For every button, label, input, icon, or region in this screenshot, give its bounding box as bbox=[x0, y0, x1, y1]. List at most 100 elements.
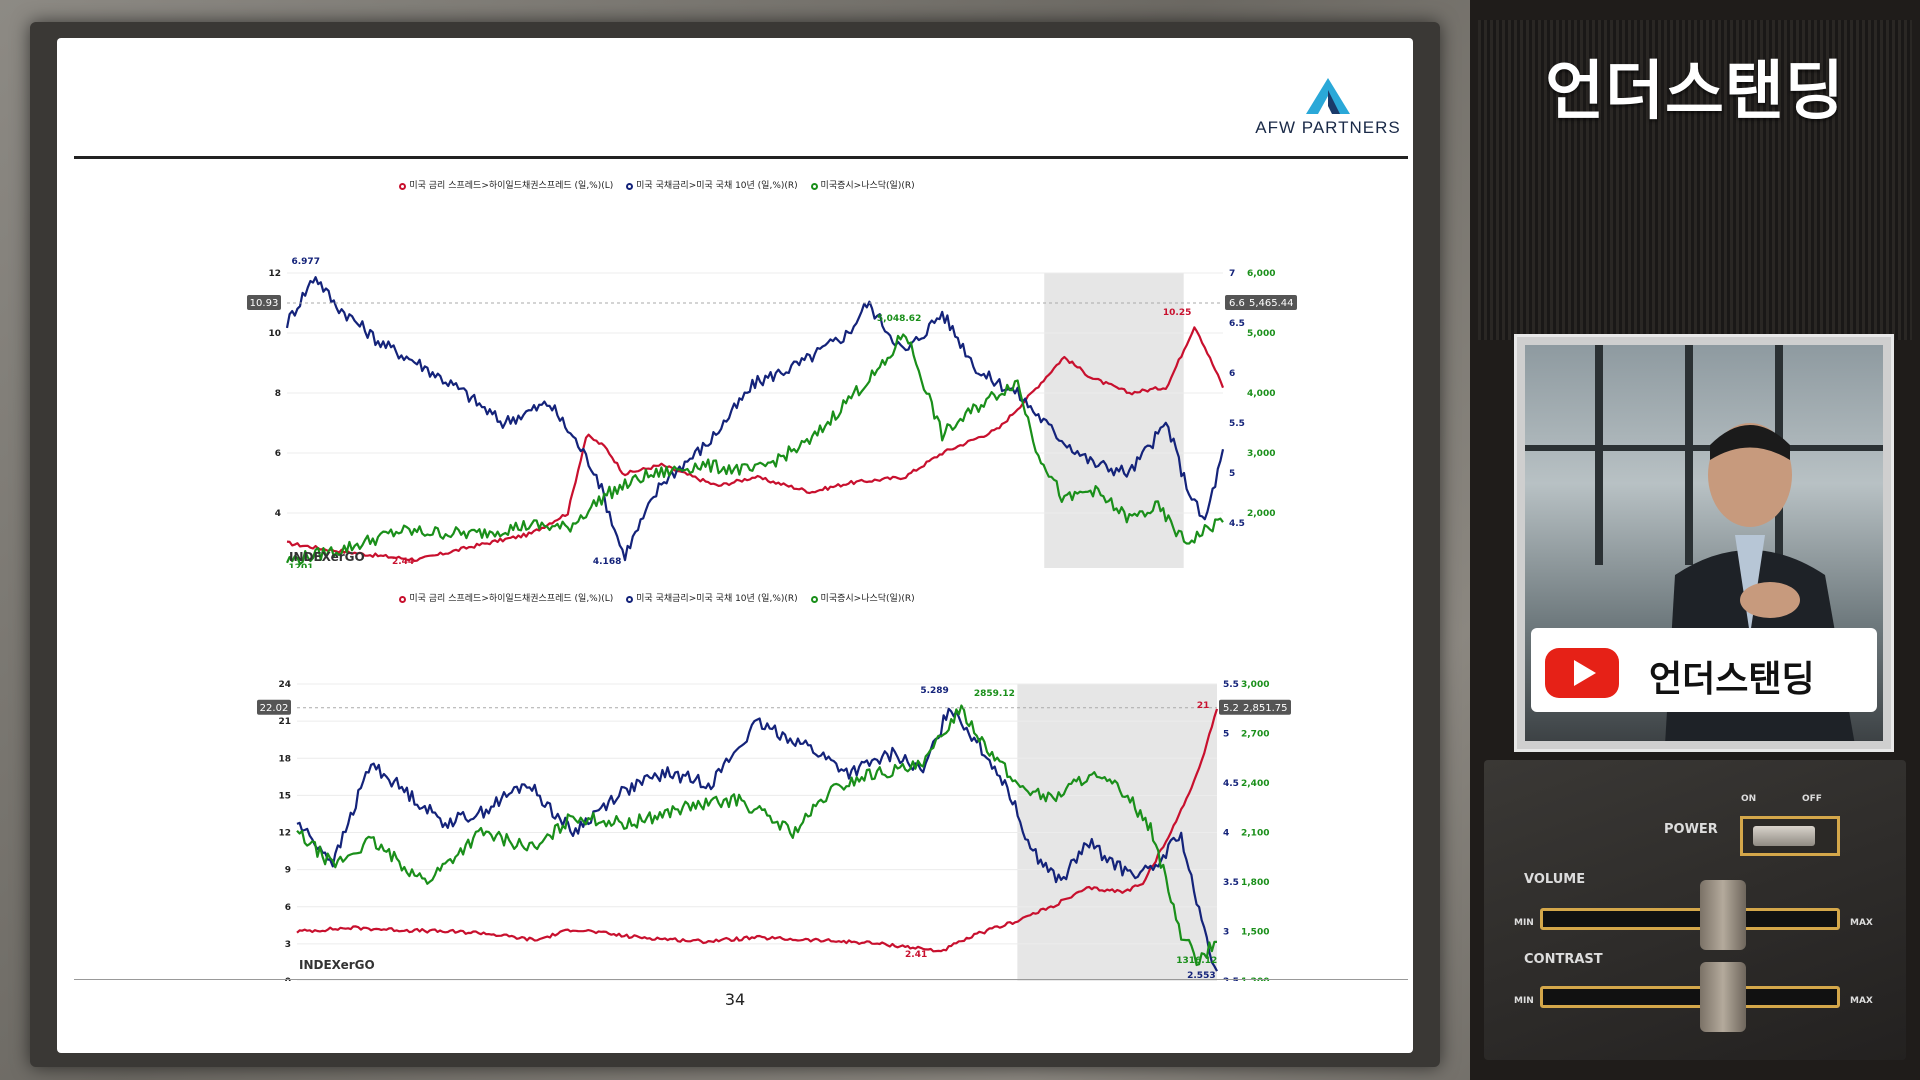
right-tick-label: 3,000 bbox=[1247, 449, 1275, 459]
right-tick-label: 2,700 bbox=[1241, 730, 1269, 740]
volume-slider bbox=[1700, 880, 1746, 950]
contrast-min-label: MIN bbox=[1514, 996, 1534, 1006]
left-tick-label: 15 bbox=[278, 791, 291, 801]
youtube-play-icon bbox=[1545, 648, 1619, 698]
left-tick-label: 9 bbox=[285, 866, 291, 876]
power-on-label: ON bbox=[1741, 794, 1757, 804]
annotation-label: 21 bbox=[1197, 701, 1210, 711]
right-tick-label: 4,000 bbox=[1247, 389, 1275, 399]
annotation-label: 1201 bbox=[289, 563, 314, 568]
crosshair-right-badge bbox=[1225, 295, 1297, 310]
legend-label: 미국증시>나스닥(일)(R) bbox=[820, 594, 915, 604]
spread-series-line bbox=[286, 326, 1225, 562]
right-tick-label: 4 bbox=[1223, 829, 1229, 839]
channel-name: 언더스탠딩 bbox=[1649, 659, 1815, 700]
watermark: INDEXerGO bbox=[299, 958, 375, 972]
chart-2004-2008: 미국 금리 스프레드>하이일드채권스프레드 (일,%)(L) 미국 국채금리>미… bbox=[157, 591, 1307, 981]
right-tick-label: 5 bbox=[1223, 730, 1229, 740]
crosshair-right2-label: 2,851.75 bbox=[1243, 703, 1288, 714]
contrast-slider bbox=[1700, 962, 1746, 1032]
left-tick-label: 6 bbox=[275, 449, 281, 459]
afw-logo-icon bbox=[1306, 78, 1350, 114]
power-toggle bbox=[1753, 826, 1815, 846]
legend-item-nasdaq: 미국증시>나스닥(일)(R) bbox=[810, 591, 915, 604]
legend-label: 미국 금리 스프레드>하이일드채권스프레드 (일,%)(L) bbox=[409, 181, 614, 191]
nasdaq-series-line bbox=[296, 704, 1217, 967]
annotation-label: 1316.12 bbox=[1176, 956, 1217, 966]
legend-label: 미국 국채금리>미국 국채 10년 (일,%)(R) bbox=[636, 181, 798, 191]
left-tick-label: 3 bbox=[285, 940, 291, 950]
right-tick-label: 2,400 bbox=[1241, 779, 1269, 789]
chart-1997-2001: 미국 금리 스프레드>하이일드채권스프레드 (일,%)(L) 미국 국채금리>미… bbox=[157, 178, 1307, 568]
watermark: INDEXerGO bbox=[289, 550, 365, 564]
power-off-label: OFF bbox=[1802, 794, 1822, 804]
right-tick-label: 5.5 bbox=[1229, 419, 1245, 429]
chart-2-plot: 036912151821242.533.544.555.51,2001,5001… bbox=[257, 680, 1291, 981]
webcam-frame: 언더스탠딩 bbox=[1514, 334, 1894, 752]
left-tick-label: 10 bbox=[268, 329, 281, 339]
volume-label: VOLUME bbox=[1524, 872, 1586, 887]
page-number: 34 bbox=[724, 990, 746, 1009]
annotation-label: 2.41 bbox=[905, 950, 927, 960]
right-tick-label: 3.5 bbox=[1223, 878, 1239, 888]
crosshair-left-badge bbox=[247, 295, 281, 310]
right-tick-label: 5,000 bbox=[1247, 329, 1275, 339]
right-tick-label: 1,500 bbox=[1241, 928, 1269, 938]
crosshair-left-badge bbox=[257, 699, 291, 715]
legend-item-treasury: 미국 국채금리>미국 국채 10년 (일,%)(R) bbox=[626, 178, 798, 191]
retro-tv-console: ON OFF POWER VOLUME MIN MAX CONTRAST MIN… bbox=[1484, 760, 1906, 1060]
right-tick-label: 3 bbox=[1223, 928, 1229, 938]
left-tick-label: 18 bbox=[278, 754, 291, 764]
right-tick-label: 1,800 bbox=[1241, 878, 1269, 888]
annotation-label: 2859.12 bbox=[974, 689, 1015, 699]
right-tick-label: 4.5 bbox=[1223, 779, 1239, 789]
legend-label: 미국 국채금리>미국 국채 10년 (일,%)(R) bbox=[636, 594, 798, 604]
crosshair-right1-label: 5.2 bbox=[1223, 703, 1239, 714]
crosshair-right2-label: 5,465.44 bbox=[1249, 298, 1294, 309]
nasdaq-series-line bbox=[285, 333, 1224, 566]
annotation-label: 2.44 bbox=[392, 557, 414, 567]
crosshair-right-badge bbox=[1219, 699, 1291, 715]
annotation-label: 6.977 bbox=[291, 257, 319, 267]
power-switch bbox=[1740, 816, 1840, 856]
right-panel: 언더스탠딩 언더스탠딩 ON OFF POWER VOLUME MIN MAX … bbox=[1470, 0, 1920, 1080]
power-label: POWER bbox=[1664, 822, 1718, 837]
right-tick-label: 7 bbox=[1229, 269, 1235, 279]
footer-rule bbox=[74, 979, 1408, 980]
right-tick-label: 2,100 bbox=[1241, 829, 1269, 839]
left-tick-label: 8 bbox=[275, 389, 281, 399]
legend-item-nasdaq: 미국증시>나스닥(일)(R) bbox=[810, 178, 915, 191]
show-title: 언더스탠딩 bbox=[1545, 55, 1845, 129]
chart-1-plot: 2468101244.555.566.571,0002,0003,0004,00… bbox=[247, 257, 1297, 568]
legend-label: 미국 금리 스프레드>하이일드채권스프레드 (일,%)(L) bbox=[409, 594, 614, 604]
youtube-channel-banner: 언더스탠딩 bbox=[1531, 628, 1877, 712]
spread-series-line bbox=[296, 708, 1219, 953]
crosshair-left-label: 22.02 bbox=[260, 703, 289, 714]
right-tick-label: 6 bbox=[1229, 369, 1235, 379]
contrast-max-label: MAX bbox=[1850, 996, 1873, 1006]
window-background bbox=[1525, 345, 1883, 565]
annotation-label: 10.25 bbox=[1163, 308, 1191, 318]
logo-text: AFW PARTNERS bbox=[1255, 118, 1401, 137]
volume-min-label: MIN bbox=[1514, 918, 1534, 928]
webcam-video: 언더스탠딩 bbox=[1525, 345, 1883, 741]
right-tick-label: 6,000 bbox=[1247, 269, 1275, 279]
volume-slot bbox=[1540, 908, 1840, 930]
annotation-label: 5,048.62 bbox=[877, 314, 921, 324]
left-tick-label: 6 bbox=[285, 903, 291, 913]
right-tick-label: 6.5 bbox=[1229, 319, 1245, 329]
treasury-series-line bbox=[285, 276, 1225, 562]
left-tick-label: 12 bbox=[278, 829, 291, 839]
header-rule bbox=[74, 156, 1408, 159]
left-tick-label: 24 bbox=[278, 680, 291, 690]
annotation-label: 2.553 bbox=[1187, 971, 1215, 981]
presentation-slide: AFW PARTNERS 미국 금리 스프레드>하이일드채권스프레드 (일,%)… bbox=[57, 38, 1413, 1053]
crosshair-right1-label: 6.6 bbox=[1229, 298, 1245, 309]
treasury-series-line bbox=[296, 707, 1218, 972]
right-tick-label: 4.5 bbox=[1229, 519, 1245, 529]
left-tick-label: 12 bbox=[268, 269, 281, 279]
legend-item-spread: 미국 금리 스프레드>하이일드채권스프레드 (일,%)(L) bbox=[399, 591, 613, 604]
afw-logo: AFW PARTNERS bbox=[1253, 76, 1403, 146]
crosshair-left-label: 10.93 bbox=[250, 298, 279, 309]
contrast-slot bbox=[1540, 986, 1840, 1008]
